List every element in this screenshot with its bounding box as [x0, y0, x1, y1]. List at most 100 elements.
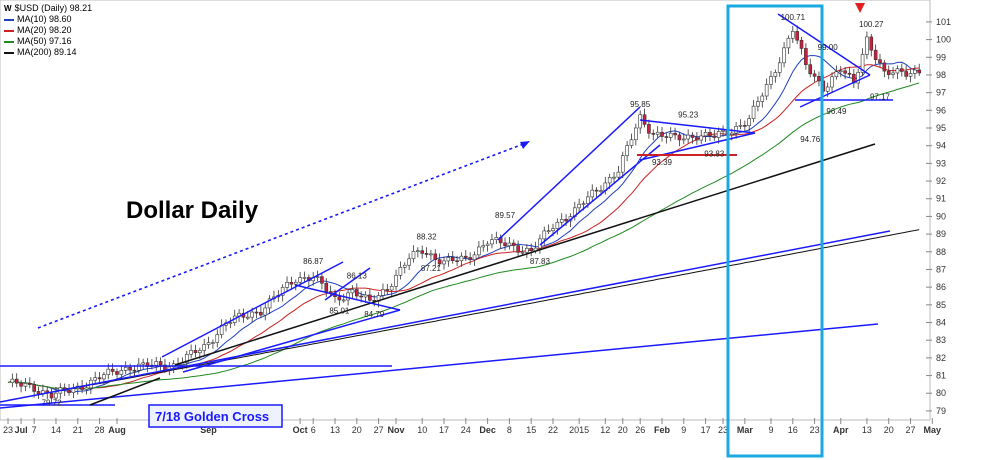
- x-tick-label: 14: [51, 425, 61, 435]
- candle-body: [337, 296, 342, 301]
- candle-body: [446, 257, 451, 262]
- candle-body: [690, 134, 695, 138]
- candle-body: [259, 311, 263, 316]
- x-tick-label: 13: [862, 425, 872, 435]
- trendline-lower: [0, 323, 879, 409]
- candle-body: [594, 189, 599, 192]
- x-tick-label: 26: [635, 425, 645, 435]
- candle-body: [734, 126, 738, 134]
- candle-body: [119, 370, 124, 375]
- candle-body: [132, 369, 137, 372]
- candle-body: [49, 392, 54, 399]
- ma-line-200: [7, 229, 920, 401]
- x-tick-label: 22: [548, 425, 558, 435]
- candle-body: [607, 177, 612, 184]
- candle-body: [860, 53, 865, 73]
- candle-body: [477, 246, 481, 256]
- y-tick-label: 98: [936, 70, 946, 80]
- x-tick-label: Aug: [108, 425, 126, 435]
- candle-body: [468, 257, 472, 261]
- price-label: 93.39: [652, 158, 673, 167]
- candle-body: [542, 230, 547, 240]
- y-tick-label: 81: [936, 371, 946, 381]
- candle-body: [320, 276, 324, 284]
- candle-body: [555, 221, 560, 229]
- candle-body: [407, 258, 411, 266]
- candle-body: [93, 377, 97, 381]
- candle-body: [564, 218, 568, 222]
- candle-body: [612, 176, 616, 179]
- price-label: 95.23: [678, 110, 699, 119]
- candle-body: [350, 289, 355, 294]
- price-label: 87.83: [530, 257, 551, 266]
- x-tick-label: Feb: [654, 425, 671, 435]
- candle-body: [363, 294, 368, 298]
- price-label: 95.85: [630, 100, 651, 109]
- x-tick-label: Mar: [737, 425, 754, 435]
- candle-body: [843, 70, 847, 74]
- candle-body: [472, 254, 477, 261]
- candle-body: [211, 342, 215, 344]
- candle-body: [647, 124, 651, 134]
- wedge-line: [777, 13, 871, 76]
- candle-body: [891, 72, 895, 75]
- x-tick-label: Nov: [388, 425, 405, 435]
- candle-body: [590, 189, 595, 198]
- candle-body: [503, 242, 507, 247]
- candle-body: [19, 382, 23, 387]
- flag-line: [639, 119, 756, 134]
- candle-body: [559, 218, 564, 223]
- candle-body: [686, 134, 690, 140]
- candle-body: [10, 378, 15, 383]
- candle-body: [246, 316, 250, 319]
- candle-body: [655, 131, 660, 135]
- candle-body: [32, 384, 36, 392]
- red-arrow-icon: [855, 3, 865, 13]
- candle-body: [721, 129, 725, 132]
- candle-body: [695, 137, 699, 141]
- candle-body: [869, 36, 874, 51]
- candle-body: [908, 73, 913, 77]
- candle-body: [743, 125, 747, 127]
- candle-body: [359, 295, 363, 298]
- x-tick-label: Sep: [200, 425, 217, 435]
- candle-body: [302, 277, 307, 279]
- candle-body: [634, 127, 638, 141]
- trendline-upper: [0, 230, 891, 403]
- x-tick-label: 16: [788, 425, 798, 435]
- golden-cross-arrow: [89, 377, 161, 406]
- price-label: 99.00: [818, 43, 839, 52]
- candle-body: [817, 76, 821, 82]
- x-tick-label: Dec: [479, 425, 496, 435]
- candle-body: [490, 239, 494, 245]
- x-tick-label: 23: [810, 425, 820, 435]
- candle-body: [341, 299, 346, 302]
- candle-body: [899, 68, 904, 72]
- x-tick-label: 7: [32, 425, 37, 435]
- price-label: 94.76: [800, 135, 821, 144]
- candle-body: [760, 95, 765, 102]
- candle-body: [620, 155, 625, 173]
- candle-body: [485, 243, 490, 246]
- candle-body: [442, 260, 446, 265]
- candle-body: [625, 145, 629, 156]
- y-tick-label: 84: [936, 318, 946, 328]
- candle-body: [67, 389, 71, 393]
- legend: W $USD (Daily) 98.21 MA(10) 98.60 MA(20)…: [4, 3, 92, 58]
- candle-body: [206, 342, 211, 345]
- candle-body: [747, 118, 752, 126]
- candle-body: [102, 374, 106, 380]
- candle-body: [790, 31, 795, 39]
- golden-cross-callout-box: [148, 404, 283, 428]
- x-tick-label: Oct: [293, 425, 308, 435]
- candle-body: [751, 105, 756, 119]
- wedge-line: [324, 267, 371, 301]
- candle-body: [712, 135, 717, 138]
- candle-body: [481, 245, 486, 248]
- candle-body: [917, 69, 922, 74]
- candle-body: [141, 362, 145, 365]
- candle-body: [368, 294, 372, 301]
- candle-body: [638, 114, 643, 129]
- candle-body: [886, 70, 891, 75]
- candle-body: [455, 260, 459, 263]
